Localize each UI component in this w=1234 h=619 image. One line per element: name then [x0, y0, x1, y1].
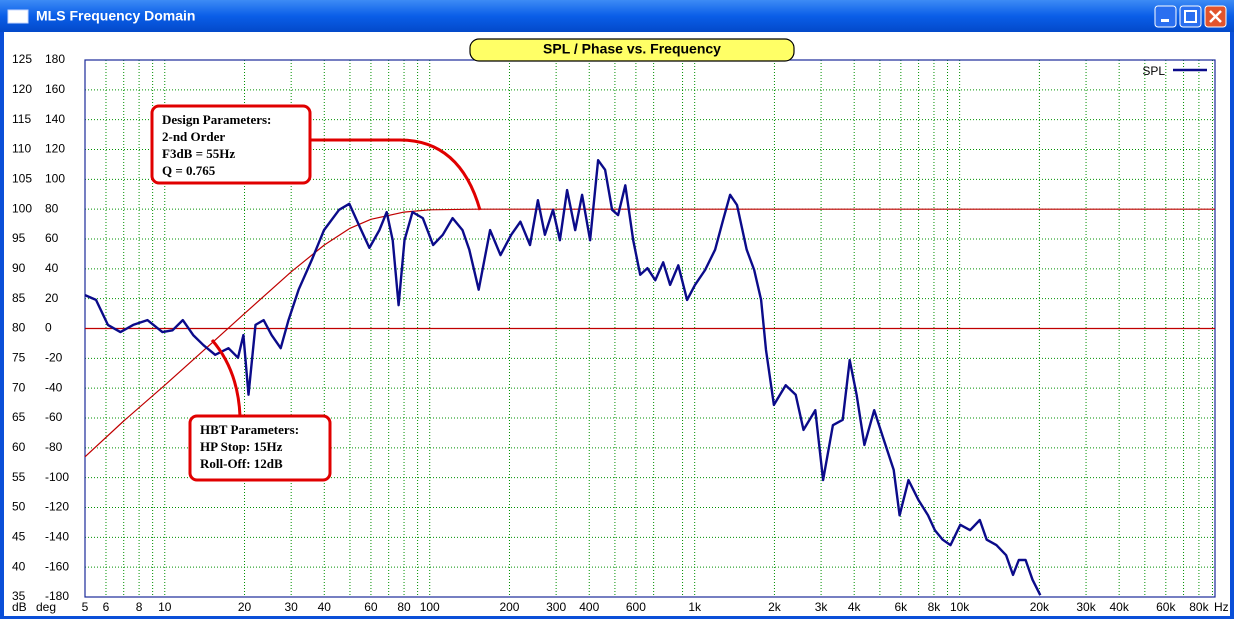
y2-tick-label: 80: [45, 201, 59, 215]
y-tick-label: 60: [12, 440, 26, 454]
y-tick-label: 115: [12, 112, 31, 126]
annotation-box: [188, 414, 332, 482]
y2-tick-label: -20: [45, 351, 63, 365]
x-tick-label: 60: [364, 600, 378, 614]
x-tick-label: 8k: [928, 600, 942, 614]
x-tick-label: 60k: [1156, 600, 1176, 614]
annotation: 2-nd Order: [162, 129, 225, 144]
y2-tick-label: -40: [45, 380, 63, 394]
y-unit: dB: [12, 600, 27, 614]
y2-tick-label: 40: [45, 261, 59, 275]
y-tick-label: 110: [12, 142, 31, 156]
y-tick-label: 45: [12, 530, 26, 544]
reference-line: [84, 208, 1215, 458]
y-tick-label: 70: [12, 380, 26, 394]
plot-layer: 3540455055606570758085909510010511011512…: [12, 52, 1216, 614]
maximize-icon: [1184, 10, 1197, 23]
minimize-icon: [1161, 19, 1169, 22]
y2-tick-label: 160: [45, 82, 65, 96]
y2-tick-label: 100: [45, 172, 65, 186]
y-tick-label: 75: [12, 351, 26, 365]
close-icon: [1209, 10, 1222, 23]
x-tick-label: 80k: [1189, 600, 1209, 614]
x-tick-label: 3k: [815, 600, 829, 614]
y2-tick-label: 0: [45, 321, 52, 335]
x-tick-label: 600: [626, 600, 646, 614]
y2-tick-label: -180: [45, 589, 69, 603]
y-tick-label: 120: [12, 82, 32, 96]
maximize-button[interactable]: [1179, 5, 1202, 28]
y2-tick-label: 180: [45, 52, 65, 66]
y2-tick-label: 120: [45, 142, 65, 156]
callout: [210, 339, 242, 417]
x-unit: Hz: [1214, 600, 1229, 614]
x-tick-label: 6: [103, 600, 110, 614]
x-tick-label: 4k: [848, 600, 862, 614]
y-tick-label: 90: [12, 261, 26, 275]
legend-label: SPL: [1142, 64, 1165, 78]
x-tick-label: 6k: [895, 600, 909, 614]
x-tick-label: 100: [420, 600, 440, 614]
x-tick-label: 1k: [688, 600, 702, 614]
x-tick-label: 80: [397, 600, 411, 614]
y-tick-label: 55: [12, 470, 26, 484]
chart-title: SPL / Phase vs. Frequency: [543, 41, 721, 57]
annotation: F3dB = 55Hz: [162, 146, 235, 161]
title-bar: [0, 0, 1234, 32]
x-tick-label: 30: [284, 600, 298, 614]
y2-tick-label: -80: [45, 440, 63, 454]
y-tick-label: 100: [12, 201, 32, 215]
x-tick-label: 200: [499, 600, 519, 614]
window-title: MLS Frequency Domain: [36, 8, 195, 24]
annotation: Roll-Off: 12dB: [200, 456, 283, 471]
x-tick-label: 5: [82, 600, 89, 614]
y-tick-label: 65: [12, 410, 26, 424]
y-tick-label: 50: [12, 500, 26, 514]
annotation: HP Stop: 15Hz: [200, 439, 283, 454]
y2-tick-label: 140: [45, 112, 65, 126]
x-tick-label: 10: [158, 600, 172, 614]
x-tick-label: 2k: [768, 600, 782, 614]
window-icon: [7, 9, 29, 24]
y2-tick-label: -100: [45, 470, 69, 484]
title-box: [469, 38, 795, 62]
y-tick-label: 35: [12, 589, 26, 603]
x-tick-label: 400: [579, 600, 599, 614]
x-tick-label: 20: [238, 600, 252, 614]
annotation: HBT Parameters:: [200, 422, 299, 437]
y2-tick-label: -160: [45, 559, 69, 573]
y2-tick-label: 20: [45, 291, 59, 305]
x-tick-label: 20k: [1030, 600, 1050, 614]
x-tick-label: 30k: [1076, 600, 1096, 614]
y-tick-label: 125: [12, 52, 32, 66]
y-tick-label: 105: [12, 172, 32, 186]
annotation: Q = 0.765: [162, 163, 216, 178]
y-tick-label: 40: [12, 559, 26, 573]
series-line: [84, 159, 1042, 596]
y-tick-label: 85: [12, 291, 26, 305]
x-tick-label: 40: [318, 600, 332, 614]
y2-tick-label: 60: [45, 231, 59, 245]
y2-tick-label: -140: [45, 530, 69, 544]
callout: [310, 138, 482, 211]
x-tick-label: 40k: [1109, 600, 1129, 614]
y-tick-label: 80: [12, 321, 26, 335]
y2-tick-label: -60: [45, 410, 63, 424]
x-tick-label: 300: [546, 600, 566, 614]
y2-tick-label: -120: [45, 500, 69, 514]
annotation-box: [150, 104, 312, 185]
x-tick-label: 8: [136, 600, 143, 614]
minimize-button[interactable]: [1154, 5, 1177, 28]
y-tick-label: 95: [12, 231, 26, 245]
annotation: Design Parameters:: [162, 112, 271, 127]
x-tick-label: 10k: [950, 600, 970, 614]
y2-unit: deg: [36, 600, 56, 614]
